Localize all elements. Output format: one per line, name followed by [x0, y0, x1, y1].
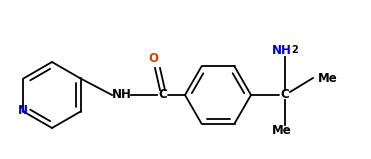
Text: N: N	[17, 104, 27, 117]
Text: 2: 2	[292, 45, 298, 55]
Text: C: C	[280, 89, 289, 101]
Text: O: O	[148, 52, 158, 65]
Text: NH: NH	[112, 89, 132, 101]
Text: C: C	[159, 89, 167, 101]
Text: Me: Me	[272, 124, 292, 138]
Text: Me: Me	[318, 72, 338, 84]
Text: NH: NH	[272, 45, 292, 58]
